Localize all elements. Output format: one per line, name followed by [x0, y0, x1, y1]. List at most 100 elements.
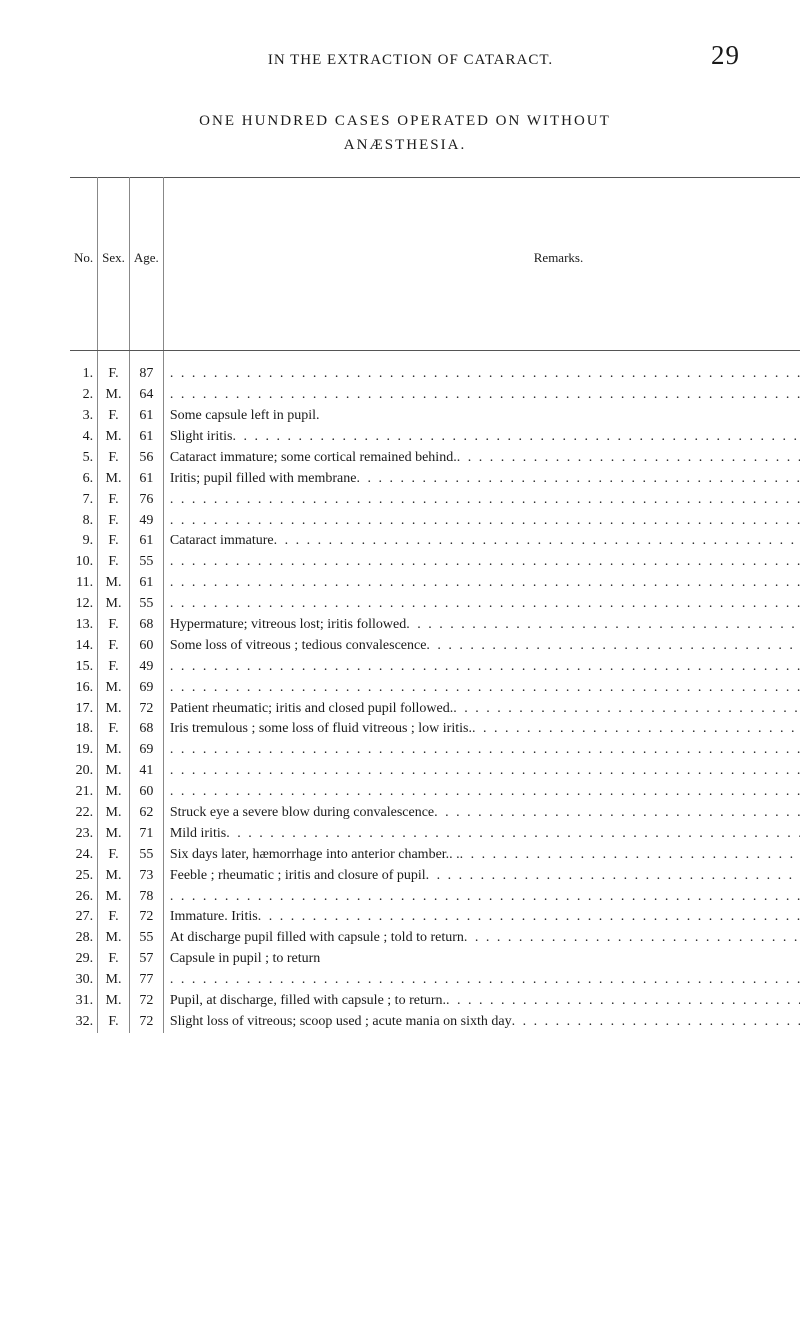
cell-remarks — [163, 782, 800, 803]
table-row: 6.M.61Iritis; pupil filled with membrane… — [70, 469, 800, 490]
cell-remarks: At discharge pupil filled with capsule ;… — [163, 928, 800, 949]
cell-no: 14. — [70, 636, 98, 657]
cell-age: 71 — [129, 824, 163, 845]
cell-sex: F. — [98, 406, 130, 427]
table-row: 18.F.68Iris tremulous ; some loss of flu… — [70, 719, 800, 740]
cases-table: No. Sex. Age. Remarks. Length of Treat- … — [70, 177, 800, 1033]
table-row: 22.M.62Struck eye a severe blow during c… — [70, 803, 800, 824]
cell-remarks — [163, 511, 800, 532]
table-title: ONE HUNDRED CASES OPERATED ON WITHOUT AN… — [70, 109, 740, 157]
table-row: 11.M.61161.0 — [70, 573, 800, 594]
cell-remarks: Six days later, hæmorrhage into anterior… — [163, 845, 800, 866]
cell-sex: M. — [98, 866, 130, 887]
cell-sex: F. — [98, 615, 130, 636]
cell-remarks: Some loss of vitreous ; tedious convales… — [163, 636, 800, 657]
table-row: 9.F.61Cataract immature150.3 — [70, 531, 800, 552]
cell-age: 61 — [129, 573, 163, 594]
table-row: 27.F.72Immature. Iritis18Secondary opera… — [70, 907, 800, 928]
cell-sex: F. — [98, 351, 130, 385]
cell-sex: M. — [98, 782, 130, 803]
table-row: 19.M.69100.25 — [70, 740, 800, 761]
cell-age: 61 — [129, 406, 163, 427]
table-row: 32.F.72Slight loss of vitreous; scoop us… — [70, 1012, 800, 1033]
cell-no: 27. — [70, 907, 98, 928]
cell-no: 32. — [70, 1012, 98, 1033]
cell-no: 22. — [70, 803, 98, 824]
cell-no: 20. — [70, 761, 98, 782]
cell-age: 55 — [129, 928, 163, 949]
table-row: 20.M.4190.33 — [70, 761, 800, 782]
cell-sex: M. — [98, 761, 130, 782]
table-row: 24.F.55Six days later, hæmorrhage into a… — [70, 845, 800, 866]
cell-no: 19. — [70, 740, 98, 761]
cell-age: 78 — [129, 887, 163, 908]
cell-age: 64 — [129, 385, 163, 406]
cell-remarks — [163, 970, 800, 991]
cell-no: 31. — [70, 991, 98, 1012]
page-number: 29 — [711, 40, 740, 71]
cell-no: 15. — [70, 657, 98, 678]
cell-remarks: Patient rheumatic; iritis and closed pup… — [163, 699, 800, 720]
cell-sex: M. — [98, 887, 130, 908]
col-header-no: No. — [70, 178, 98, 351]
cell-age: 61 — [129, 427, 163, 448]
cell-no: 5. — [70, 448, 98, 469]
col-header-remarks: Remarks. — [163, 178, 800, 351]
cell-age: 61 — [129, 531, 163, 552]
col-header-age: Age. — [129, 178, 163, 351]
cell-no: 30. — [70, 970, 98, 991]
cell-remarks — [163, 594, 800, 615]
cell-no: 6. — [70, 469, 98, 490]
cell-sex: F. — [98, 552, 130, 573]
cell-no: 7. — [70, 490, 98, 511]
cell-age: 68 — [129, 719, 163, 740]
cell-sex: F. — [98, 845, 130, 866]
cell-sex: F. — [98, 448, 130, 469]
cell-remarks: Capsule in pupil ; to return — [163, 949, 800, 970]
cell-age: 72 — [129, 991, 163, 1012]
cell-sex: M. — [98, 678, 130, 699]
cell-no: 29. — [70, 949, 98, 970]
table-row: 1.F.87100.2 — [70, 351, 800, 385]
cell-age: 87 — [129, 351, 163, 385]
cell-sex: M. — [98, 803, 130, 824]
table-row: 12.M.55160 2 — [70, 594, 800, 615]
table-row: 28.M.55At discharge pupil filled with ca… — [70, 928, 800, 949]
cell-remarks — [163, 678, 800, 699]
cell-age: 49 — [129, 657, 163, 678]
cell-sex: M. — [98, 573, 130, 594]
cell-age: 61 — [129, 469, 163, 490]
table-head: No. Sex. Age. Remarks. Length of Treat- … — [70, 178, 800, 351]
cell-no: 28. — [70, 928, 98, 949]
cell-no: 24. — [70, 845, 98, 866]
cell-no: 23. — [70, 824, 98, 845]
cell-remarks: Iris tremulous ; some loss of fluid vitr… — [163, 719, 800, 740]
cell-age: 62 — [129, 803, 163, 824]
cell-remarks — [163, 490, 800, 511]
cell-age: 55 — [129, 552, 163, 573]
cell-remarks — [163, 552, 800, 573]
cell-sex: M. — [98, 970, 130, 991]
cell-age: 41 — [129, 761, 163, 782]
table-row: 8.F.49140.3 — [70, 511, 800, 532]
cell-age: 55 — [129, 845, 163, 866]
table-row: 17.M.72Patient rheumatic; iritis and clo… — [70, 699, 800, 720]
cell-remarks: Iritis; pupil filled with membrane — [163, 469, 800, 490]
cell-no: 12. — [70, 594, 98, 615]
cell-sex: F. — [98, 719, 130, 740]
cell-sex: M. — [98, 469, 130, 490]
cell-sex: F. — [98, 657, 130, 678]
cell-age: 77 — [129, 970, 163, 991]
cell-no: 10. — [70, 552, 98, 573]
cell-remarks: Slight iritis — [163, 427, 800, 448]
table-row: 10.F.55180.7 — [70, 552, 800, 573]
cell-sex: F. — [98, 1012, 130, 1033]
cell-no: 3. — [70, 406, 98, 427]
table-title-line1: ONE HUNDRED CASES OPERATED ON WITHOUT — [199, 113, 611, 129]
cell-no: 16. — [70, 678, 98, 699]
table-row: 14.F.60Some loss of vitreous ; tedious c… — [70, 636, 800, 657]
cell-sex: F. — [98, 511, 130, 532]
cell-no: 25. — [70, 866, 98, 887]
cell-sex: F. — [98, 907, 130, 928]
cell-sex: F. — [98, 490, 130, 511]
